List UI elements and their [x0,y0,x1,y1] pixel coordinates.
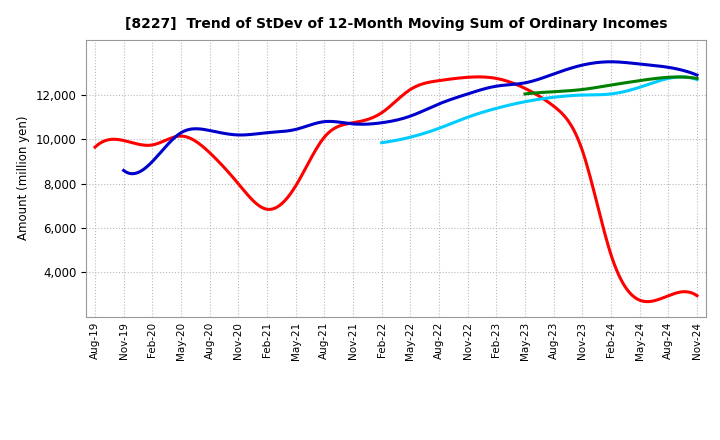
Y-axis label: Amount (million yen): Amount (million yen) [17,116,30,240]
Title: [8227]  Trend of StDev of 12-Month Moving Sum of Ordinary Incomes: [8227] Trend of StDev of 12-Month Moving… [125,18,667,32]
